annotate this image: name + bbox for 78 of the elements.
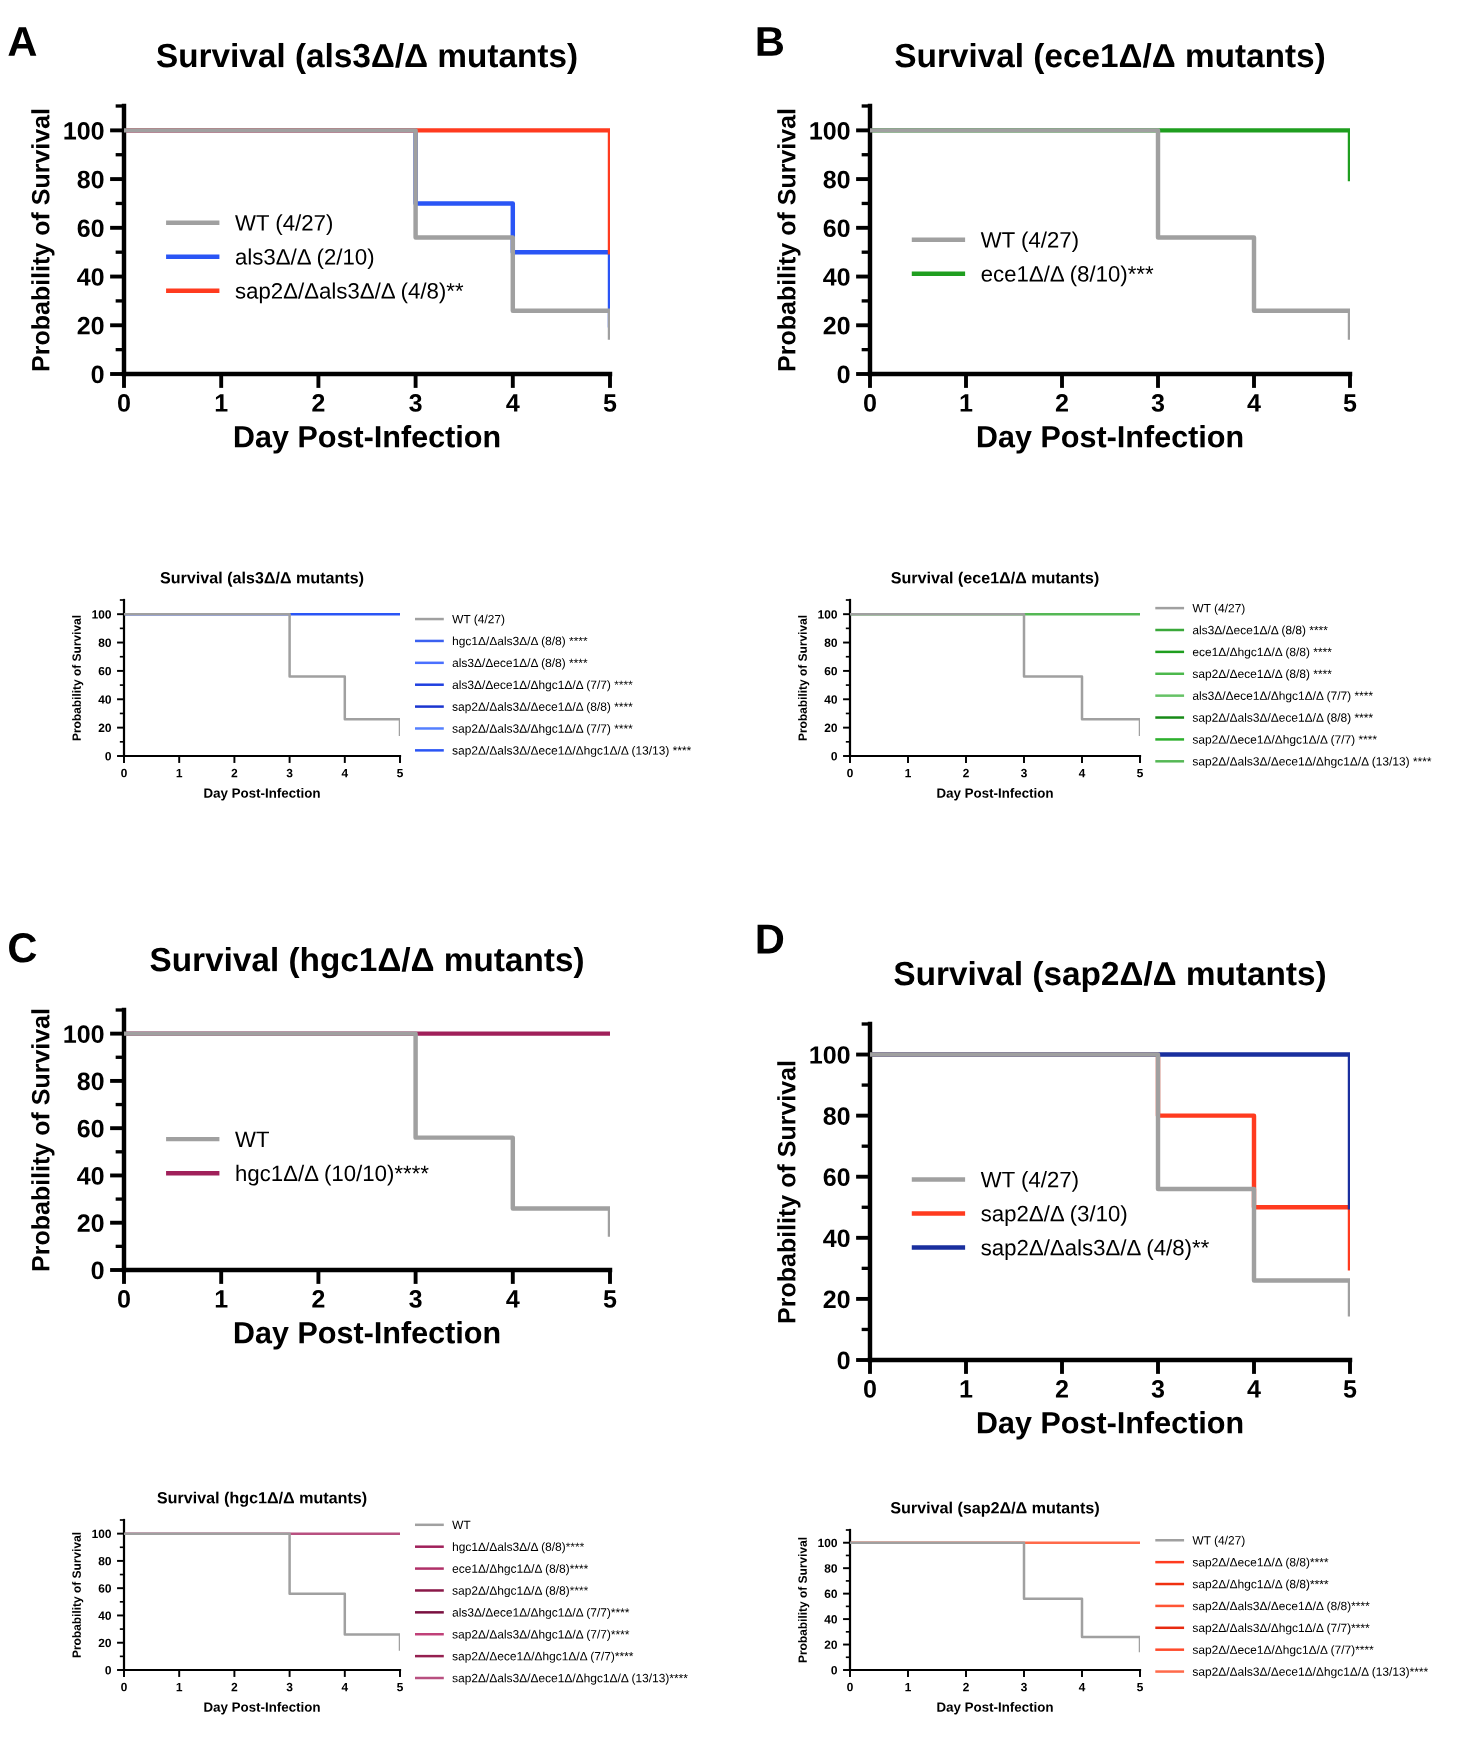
x-tick-label: 5 <box>603 1290 617 1308</box>
y-tick-label: 60 <box>823 219 850 238</box>
x-tick-label: 1 <box>960 1380 973 1398</box>
x-tick-label: 2 <box>312 1290 325 1308</box>
text: A <box>8 27 37 56</box>
y-tick-label: 20 <box>77 316 104 335</box>
x-tick-label: 5 <box>603 394 617 412</box>
chart-title: Survival (hgc1Δ/Δ mutants) <box>157 1491 367 1507</box>
y-tick-label: 20 <box>77 1214 104 1233</box>
y-tick-label: 60 <box>77 219 104 238</box>
y-tick-label: 40 <box>77 1167 104 1185</box>
legend-label: ece1Δ/Δ (8/10)*** <box>981 265 1154 287</box>
chart-title: Survival (sap2Δ/Δ mutants) <box>890 1501 1099 1517</box>
x-tick-label: 1 <box>215 1290 228 1308</box>
y-tick-label: 80 <box>77 1072 104 1091</box>
chart-title: Survival (hgc1Δ/Δ mutants) <box>150 946 583 979</box>
y-tick-label: 60 <box>823 1168 850 1187</box>
y-tick-label: 40 <box>77 268 104 286</box>
x-tick-label: 3 <box>409 1290 422 1308</box>
y-tick-label: 60 <box>77 1119 104 1138</box>
y-tick-label: 40 <box>823 1229 850 1248</box>
y-axis-title: Probability of Survival <box>31 109 55 371</box>
y-tick-label: 0 <box>837 365 850 384</box>
y-tick-label: 0 <box>91 1261 104 1280</box>
x-axis-title: Day Post-Infection <box>234 425 500 454</box>
legend-label: sap2Δ/Δ (3/10) <box>981 1205 1127 1226</box>
x-axis-title: Day Post-Infection <box>234 1321 500 1350</box>
x-tick-label: 0 <box>864 1380 876 1398</box>
legend-label: WT (4/27) <box>235 214 332 236</box>
y-tick-label: 20 <box>823 1290 850 1309</box>
x-tick-label: 0 <box>118 1290 130 1308</box>
chart-title: Survival (als3Δ/Δ mutants) <box>156 42 577 75</box>
y-tick-label: 100 <box>64 1025 104 1043</box>
x-tick-label: 4 <box>1247 1380 1261 1398</box>
x-tick-label: 5 <box>1343 394 1357 412</box>
text: C <box>9 933 37 963</box>
y-tick-label: 40 <box>823 268 850 286</box>
x-tick-label: 3 <box>1151 1380 1165 1398</box>
y-tick-label: 80 <box>823 1107 850 1125</box>
x-tick-label: 1 <box>960 394 973 412</box>
y-tick-label: 0 <box>837 1351 850 1370</box>
legend-label: WT (4/27) <box>980 1171 1078 1192</box>
text: B <box>757 27 783 56</box>
legend-label: WT (4/27) <box>980 231 1078 253</box>
x-axis-title: Day Post-Infection <box>977 425 1243 454</box>
y-tick-label: 20 <box>823 316 850 335</box>
x-tick-label: 2 <box>312 394 325 412</box>
y-tick-label: 100 <box>810 121 850 140</box>
x-tick-label: 0 <box>118 394 130 412</box>
y-axis-title: Probability of Survival <box>777 1061 801 1323</box>
x-tick-label: 4 <box>1247 394 1261 412</box>
x-axis-title: Day Post-Infection <box>977 1411 1243 1440</box>
x-tick-label: 4 <box>506 394 520 412</box>
y-tick-label: 0 <box>91 365 104 384</box>
y-tick-label: 80 <box>77 170 104 189</box>
y-axis-title: Probability of Survival <box>777 109 801 371</box>
text: D <box>757 924 784 954</box>
y-tick-label: 100 <box>64 121 104 140</box>
x-tick-label: 4 <box>506 1290 520 1308</box>
legend-label: sap2Δ/Δals3Δ/Δ (4/8)** <box>981 1239 1209 1260</box>
chart-title: Survival (als3Δ/Δ mutants) <box>160 571 364 587</box>
y-tick-label: 80 <box>823 170 850 189</box>
x-tick-label: 2 <box>1055 394 1068 412</box>
chart-title: Survival (ece1Δ/Δ mutants) <box>895 42 1325 75</box>
legend-label: sap2Δ/Δals3Δ/Δ (4/8)** <box>235 282 464 304</box>
legend-label: als3Δ/Δ (2/10) <box>235 248 374 270</box>
chart-title: Survival (sap2Δ/Δ mutants) <box>894 960 1325 993</box>
legend-label: WT <box>235 1131 270 1147</box>
y-tick-label: 100 <box>810 1046 850 1064</box>
x-tick-label: 0 <box>864 394 876 412</box>
legend-label: hgc1Δ/Δ (10/10)**** <box>236 1164 429 1186</box>
x-tick-label: 1 <box>215 394 228 412</box>
y-axis-title: Probability of Survival <box>31 1009 55 1271</box>
chart-title: Survival (ece1Δ/Δ mutants) <box>891 571 1099 587</box>
x-tick-label: 3 <box>409 394 422 412</box>
x-tick-label: 5 <box>1343 1380 1357 1398</box>
x-tick-label: 3 <box>1151 394 1165 412</box>
x-tick-label: 2 <box>1055 1380 1068 1398</box>
